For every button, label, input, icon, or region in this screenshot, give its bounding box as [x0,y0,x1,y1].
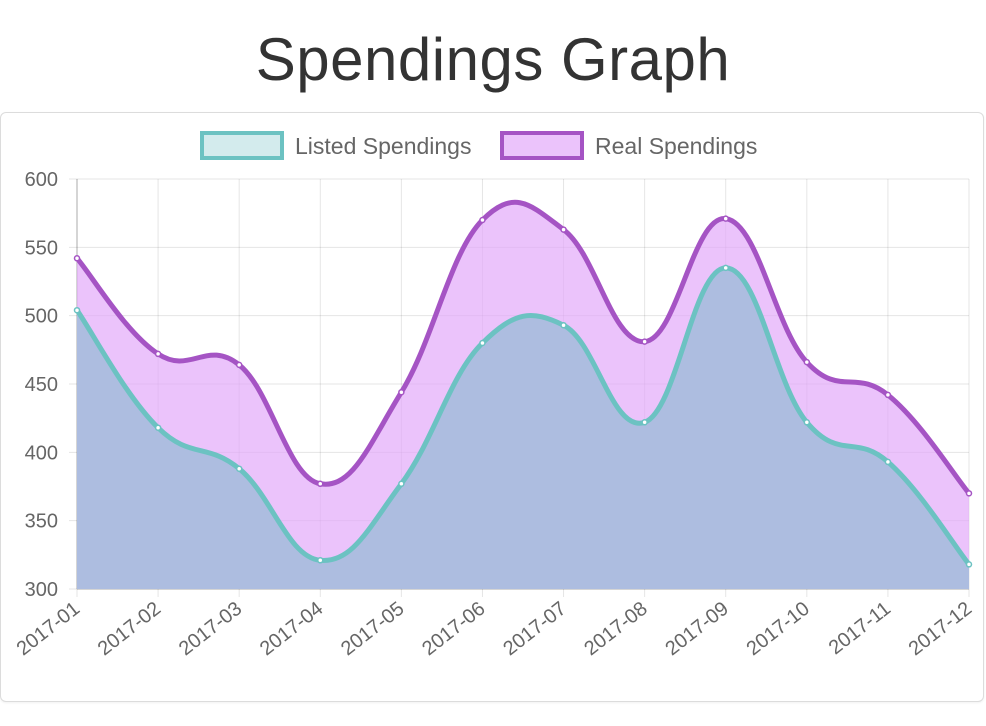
point-real-spendings[interactable] [73,255,81,262]
y-tick-label: 300 [25,579,58,601]
page-title: Spendings Graph [255,26,731,93]
x-tick-label: 2017-06 [418,598,489,661]
point-real-spendings[interactable] [154,350,162,358]
area-listed-spendings [77,267,969,589]
legend-label-listed: Listed Spendings [295,133,471,159]
point-listed-spendings[interactable] [884,458,892,466]
y-tick-label: 350 [25,511,58,533]
point-real-spendings[interactable] [560,226,567,233]
point-real-spendings[interactable] [884,391,892,399]
chart-areas [77,202,969,589]
point-listed-spendings[interactable] [560,321,567,329]
y-tick-label: 500 [25,306,58,328]
point-real-spendings[interactable] [641,338,648,345]
x-tick-label: 2017-11 [825,598,895,660]
legend-label-real: Real Spendings [595,133,757,159]
x-tick-label: 2017-02 [94,598,165,661]
x-tick-label: 2017-07 [499,598,570,661]
x-tick-label: 2017-03 [175,598,246,661]
point-real-spendings[interactable] [398,388,405,396]
y-tick-label: 600 [25,169,58,191]
x-tick-label: 2017-05 [337,598,408,661]
point-listed-spendings[interactable] [479,339,486,347]
y-tick-label: 450 [25,374,58,396]
x-axis: 2017-01 2017-02 2017-03 2017-04 2017-05 2017-… [13,598,976,661]
point-real-spendings[interactable] [235,361,243,369]
point-listed-spendings[interactable] [398,480,405,488]
x-tick-label: 2017-01 [13,598,84,661]
point-listed-spendings[interactable] [73,306,81,314]
point-real-spendings[interactable] [965,490,973,497]
x-tick-label: 2017-12 [905,598,976,661]
legend: Listed Spendings Real Spendings [200,131,757,160]
point-listed-spendings[interactable] [722,264,729,272]
point-listed-spendings[interactable] [235,465,243,472]
point-real-spendings[interactable] [722,215,729,222]
x-tick-label: 2017-09 [661,598,732,661]
legend-item-listed[interactable]: Listed Spendings [200,131,471,160]
y-axis: 300 350 400 450 500 550 600 [25,169,58,601]
legend-swatch-listed [200,131,284,160]
point-real-spendings[interactable] [803,358,811,366]
y-tick-label: 400 [25,442,58,464]
y-tick-label: 550 [25,237,58,259]
point-listed-spendings[interactable] [641,419,648,426]
point-real-spendings[interactable] [317,480,324,488]
point-listed-spendings[interactable] [317,557,324,564]
legend-item-real[interactable]: Real Spendings [500,131,757,160]
legend-swatch-real [500,131,584,160]
chart-points [73,215,973,568]
x-tick-label: 2017-04 [256,598,327,661]
point-listed-spendings[interactable] [154,424,162,431]
line-listed-spendings [74,265,971,566]
x-tick-label: 2017-10 [743,598,814,661]
x-tick-label: 2017-08 [580,598,651,661]
point-real-spendings[interactable] [479,216,486,224]
point-listed-spendings[interactable] [965,561,973,568]
point-listed-spendings[interactable] [803,419,811,426]
